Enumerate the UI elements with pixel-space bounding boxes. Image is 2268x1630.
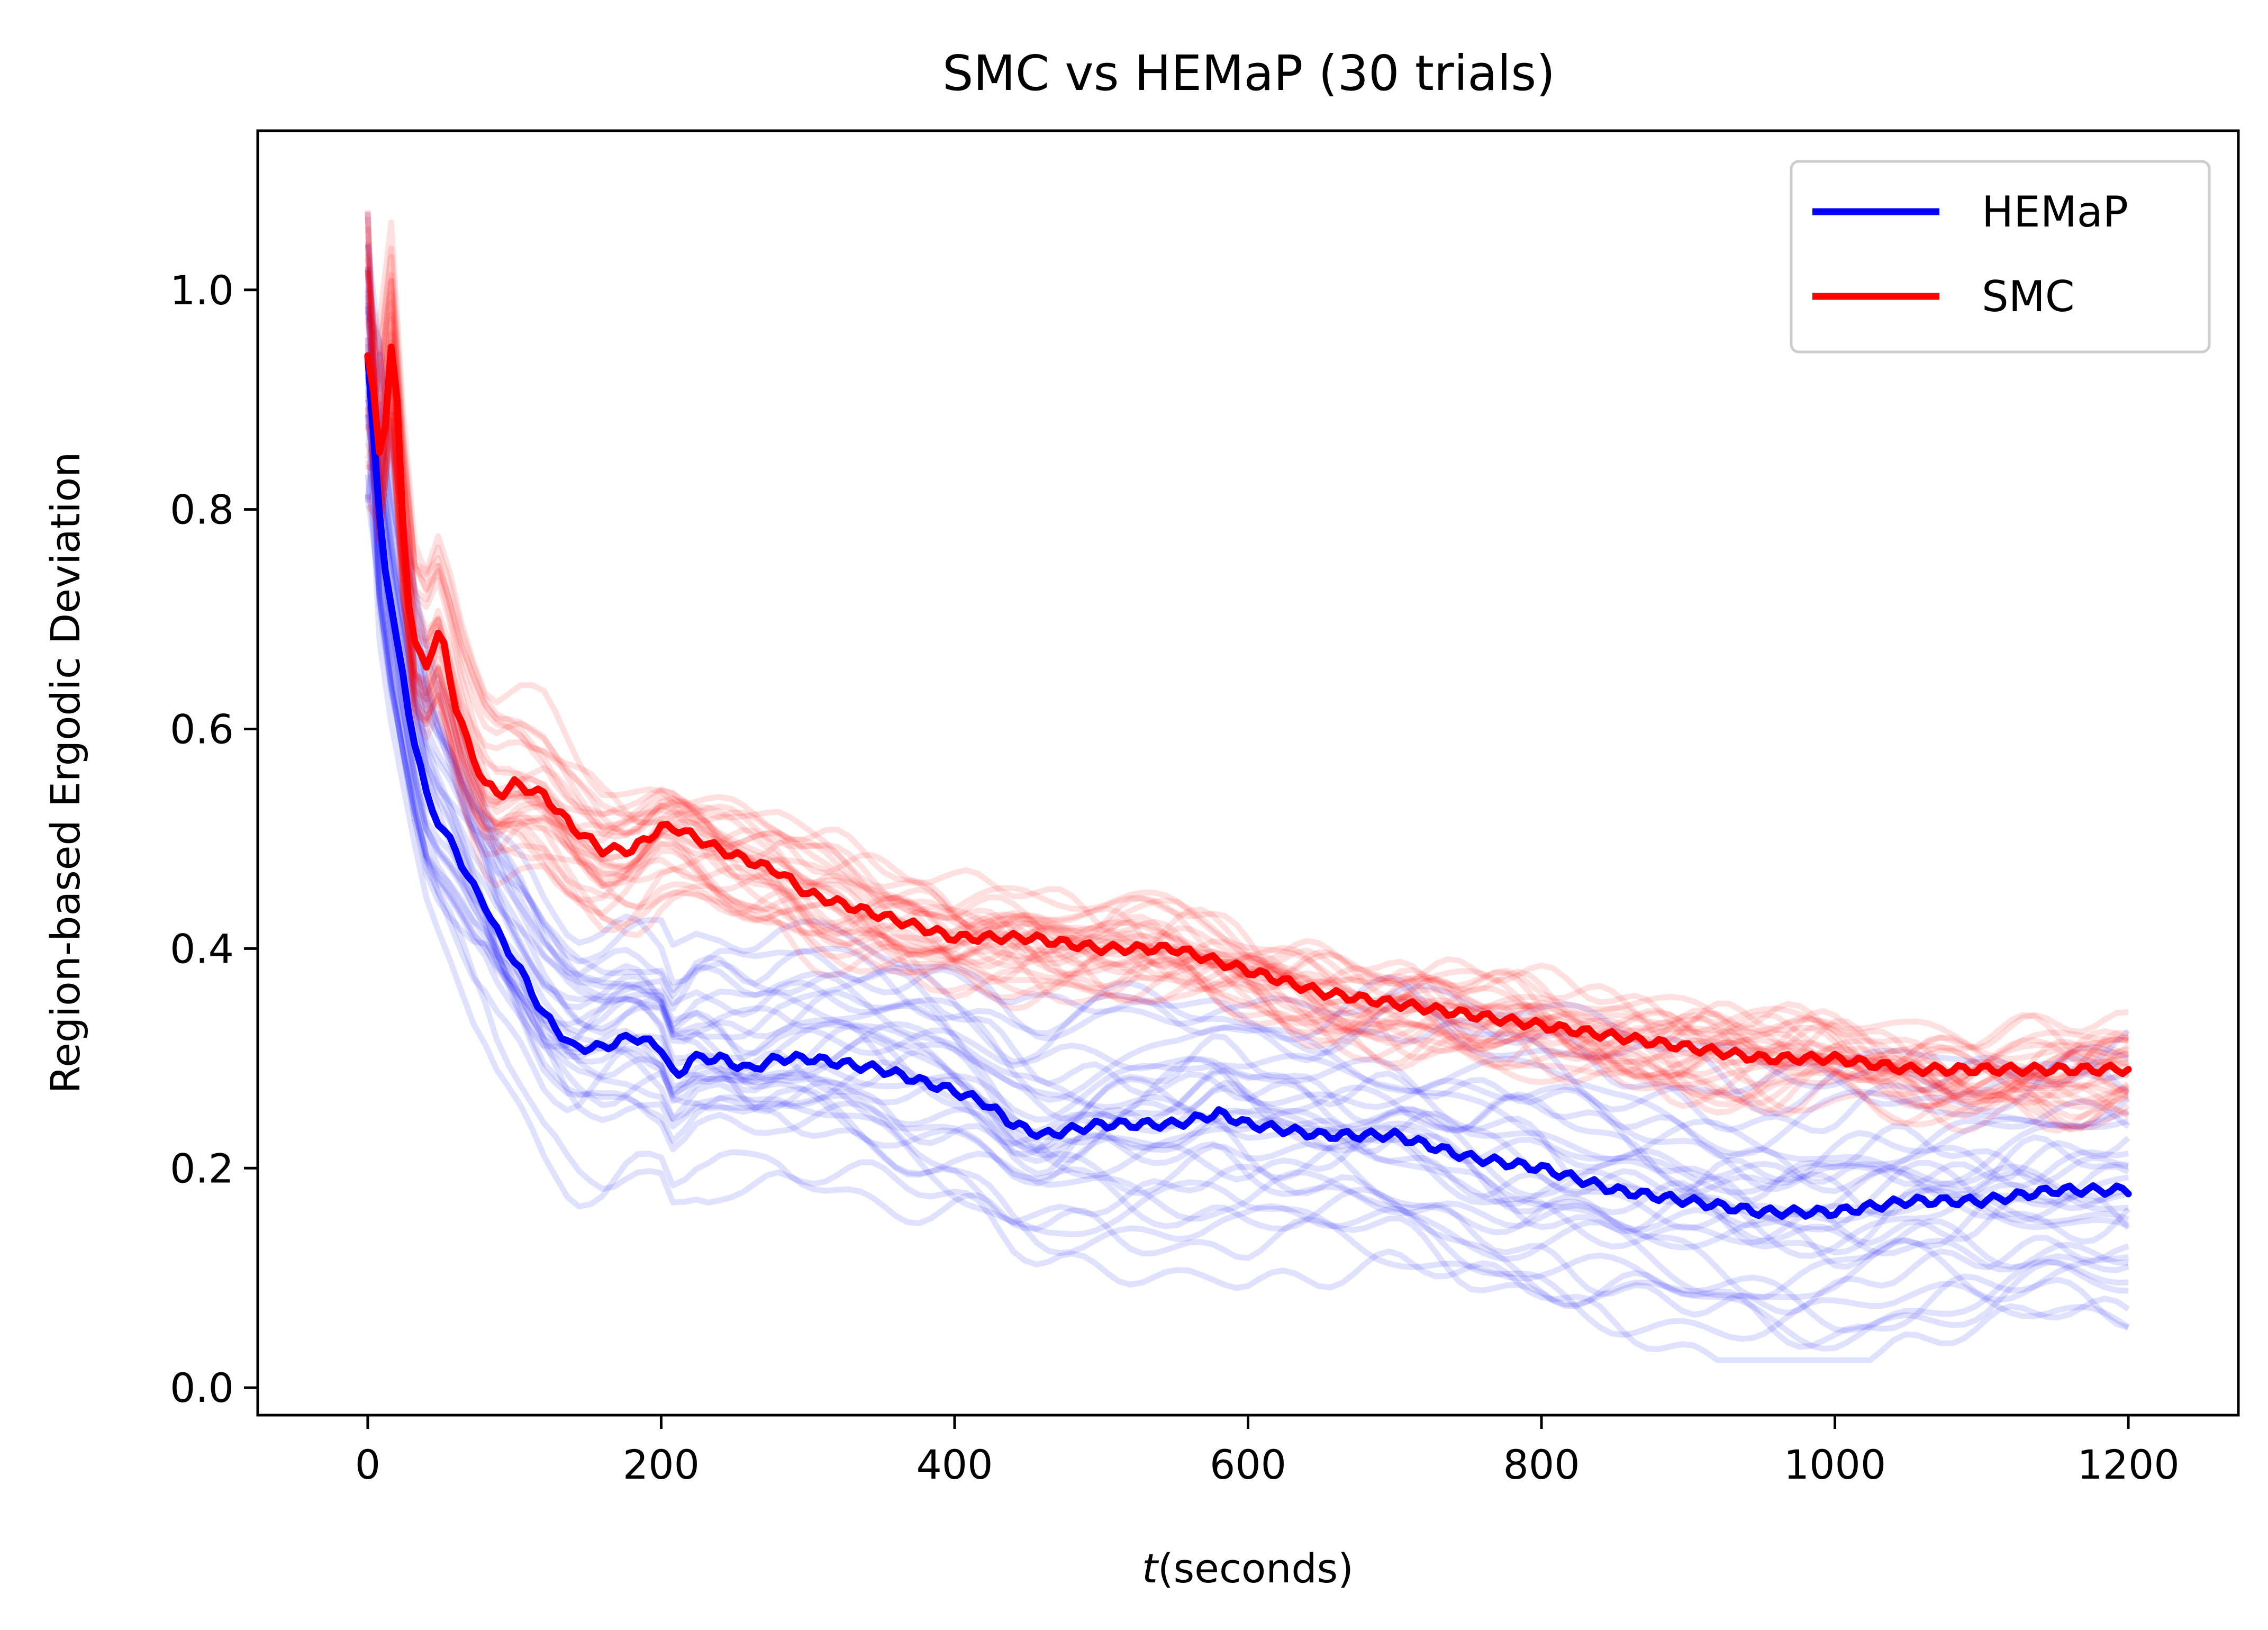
hemap-trial-lines bbox=[365, 212, 2131, 1363]
hemap-trial-line bbox=[365, 302, 2129, 1301]
y-tick-label: 0.2 bbox=[170, 1145, 234, 1192]
x-tick-label: 1200 bbox=[2077, 1441, 2179, 1488]
hemap-trial-line bbox=[365, 414, 2130, 1318]
smc-trial-line bbox=[365, 217, 2130, 1131]
smc-trial-line bbox=[365, 310, 2129, 1108]
smc-trial-line bbox=[365, 210, 2129, 1085]
legend-label-hemap: HEMaP bbox=[1982, 187, 2128, 237]
hemap-trial-line bbox=[365, 360, 2129, 1233]
x-axis-label-variable: t bbox=[1142, 1545, 1159, 1592]
x-tick-label: 800 bbox=[1503, 1441, 1580, 1488]
hemap-trial-line bbox=[365, 243, 2129, 1231]
x-tick-label: 600 bbox=[1210, 1441, 1286, 1488]
hemap-trial-line bbox=[365, 407, 2129, 1249]
smc-trial-line bbox=[365, 241, 2130, 1110]
y-tick-label: 1.0 bbox=[170, 267, 234, 314]
smc-trial-line bbox=[365, 253, 2129, 1106]
hemap-trial-line bbox=[365, 474, 2129, 1196]
hemap-trial-line bbox=[365, 266, 2129, 1303]
hemap-trial-line bbox=[365, 269, 2131, 1270]
x-axis-label: t(seconds) bbox=[1142, 1545, 1354, 1592]
legend: HEMaP SMC bbox=[1790, 160, 2211, 354]
hemap-trial-line bbox=[365, 290, 2130, 1117]
smc-trial-line bbox=[365, 377, 2129, 1083]
hemap-trial-line bbox=[365, 401, 2130, 1187]
smc-trial-line bbox=[365, 286, 2130, 1091]
hemap-trial-line bbox=[365, 337, 2130, 1157]
series-line-smc bbox=[364, 343, 2132, 1077]
smc-trial-line bbox=[365, 316, 2129, 1095]
hemap-trial-line bbox=[365, 244, 2130, 1246]
hemap-trial-line bbox=[365, 388, 2129, 1259]
y-tick-label: 0.0 bbox=[170, 1364, 234, 1411]
smc-trial-line bbox=[365, 271, 2129, 1089]
hemap-trial-line bbox=[365, 382, 2129, 1211]
legend-label-smc: SMC bbox=[1982, 272, 2075, 321]
smc-trial-line bbox=[365, 219, 2129, 1110]
hemap-trial-line bbox=[365, 414, 2129, 1350]
y-tick-label: 0.8 bbox=[170, 486, 234, 533]
hemap-trial-line bbox=[365, 305, 2129, 1352]
hemap-trial-line bbox=[365, 343, 2129, 1188]
smc-trial-line bbox=[365, 268, 2129, 1099]
x-tick-label: 200 bbox=[623, 1441, 700, 1488]
x-tick-label: 1000 bbox=[1784, 1441, 1886, 1488]
x-axis-label-unit: (seconds) bbox=[1158, 1545, 1354, 1592]
hemap-trial-line bbox=[365, 357, 2129, 1098]
hemap-trial-line bbox=[366, 460, 2130, 1135]
smc-trial-line bbox=[365, 339, 2129, 1127]
smc-trial-line bbox=[365, 269, 2129, 1093]
hemap-trial-line bbox=[365, 399, 2130, 1342]
hemap-trial-line bbox=[365, 494, 2129, 1219]
y-tick-label: 0.4 bbox=[170, 925, 234, 972]
y-axis-label: Region-based Ergodic Deviation bbox=[42, 452, 89, 1094]
x-tick-label: 400 bbox=[916, 1441, 993, 1488]
hemap-trial-line bbox=[365, 373, 2130, 1192]
smc-trial-line bbox=[365, 245, 2129, 1071]
y-axis-ticks: 0.0 0.2 0.4 0.6 0.8 1.0 bbox=[170, 267, 258, 1411]
x-tick-label: 0 bbox=[355, 1441, 380, 1488]
smc-trial-line bbox=[365, 211, 2130, 1119]
chart-title: SMC vs HEMaP (30 trials) bbox=[942, 45, 1555, 102]
hemap-trial-line bbox=[365, 306, 2129, 1204]
series-lines bbox=[364, 343, 2132, 1220]
smc-trial-line bbox=[365, 270, 2130, 1134]
smc-trial-line bbox=[365, 253, 2130, 1080]
x-axis-ticks: 0 200 400 600 800 1000 1200 bbox=[355, 1415, 2180, 1488]
hemap-trial-line bbox=[365, 266, 2130, 1115]
smc-trial-line bbox=[365, 427, 2130, 1132]
hemap-trial-line bbox=[365, 373, 2130, 1363]
hemap-trial-line bbox=[365, 212, 2129, 1273]
hemap-trial-line bbox=[365, 351, 2129, 1334]
hemap-trial-line bbox=[365, 399, 2131, 1255]
series-line-hemap bbox=[364, 352, 2132, 1220]
smc-trial-line bbox=[365, 408, 2130, 1120]
hemap-trial-line bbox=[365, 311, 2129, 1251]
y-tick-label: 0.6 bbox=[170, 706, 234, 753]
